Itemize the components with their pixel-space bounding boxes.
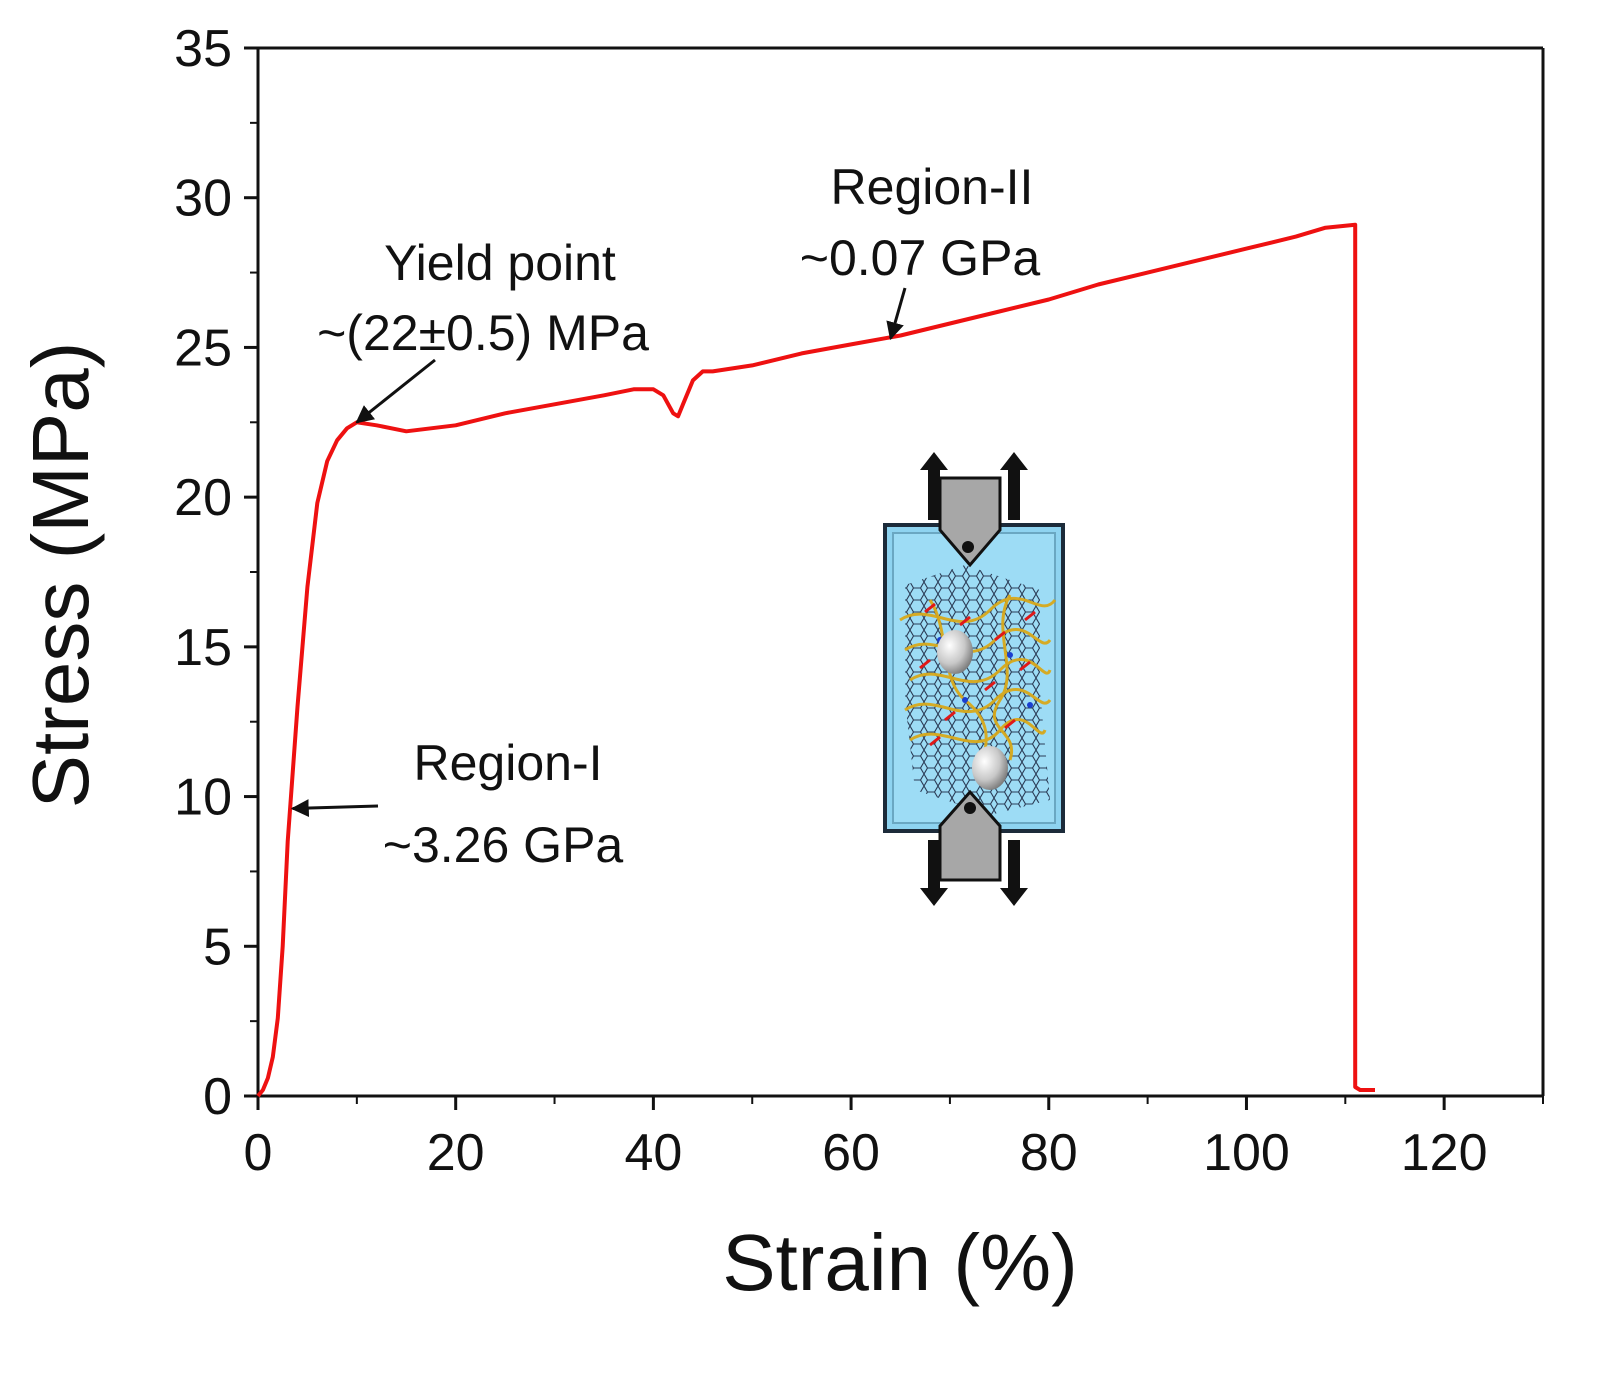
annotation-region-ii-title: Region-II [831,159,1034,215]
x-tick-label: 120 [1401,1124,1488,1182]
annotation-region-ii-arrow [886,287,907,341]
y-tick-label: 20 [174,469,232,527]
annotation-region-i-value: ~3.26 GPa [383,817,624,873]
y-tick-label: 10 [174,769,232,827]
x-axis-title: Strain (%) [722,1218,1078,1307]
annotation-yield-arrow [355,358,436,424]
annotation-yield-value: ~(22±0.5) MPa [317,305,649,361]
lower-grip-icon [938,789,1002,882]
annotation-region-i: Region-I ~3.26 GPa [290,735,624,873]
x-tick-label: 20 [427,1124,485,1182]
tensile-test-inset [883,452,1065,906]
x-ticks: 0 20 40 60 80 100 120 [244,1096,1544,1182]
x-tick-label: 80 [1020,1124,1078,1182]
x-tick-label: 40 [624,1124,682,1182]
x-tick-label: 100 [1203,1124,1290,1182]
x-tick-label: 0 [244,1124,273,1182]
y-tick-label: 25 [174,319,232,377]
pull-arrows-icon [920,452,1028,906]
y-tick-label: 0 [203,1068,232,1126]
annotation-region-ii: Region-II ~0.07 GPa [800,159,1041,341]
annotation-region-i-arrow [290,799,379,818]
y-axis-title: Stress (MPa) [16,342,105,809]
y-tick-label: 30 [174,170,232,228]
x-tick-label: 60 [822,1124,880,1182]
axes-frame [256,46,1545,1098]
upper-grip-icon [938,476,1002,568]
y-ticks: 0 5 10 15 20 25 30 35 [174,20,258,1126]
annotation-yield-title: Yield point [384,235,616,291]
y-tick-label: 15 [174,619,232,677]
y-tick-label: 5 [203,918,232,976]
series-line-stress-strain [256,222,1375,1098]
y-tick-label: 35 [174,20,232,78]
annotation-yield-point: Yield point ~(22±0.5) MPa [317,235,649,424]
annotation-region-i-title: Region-I [414,735,603,791]
graphene-network-icon [899,565,1057,815]
annotation-region-ii-value: ~0.07 GPa [800,230,1041,286]
